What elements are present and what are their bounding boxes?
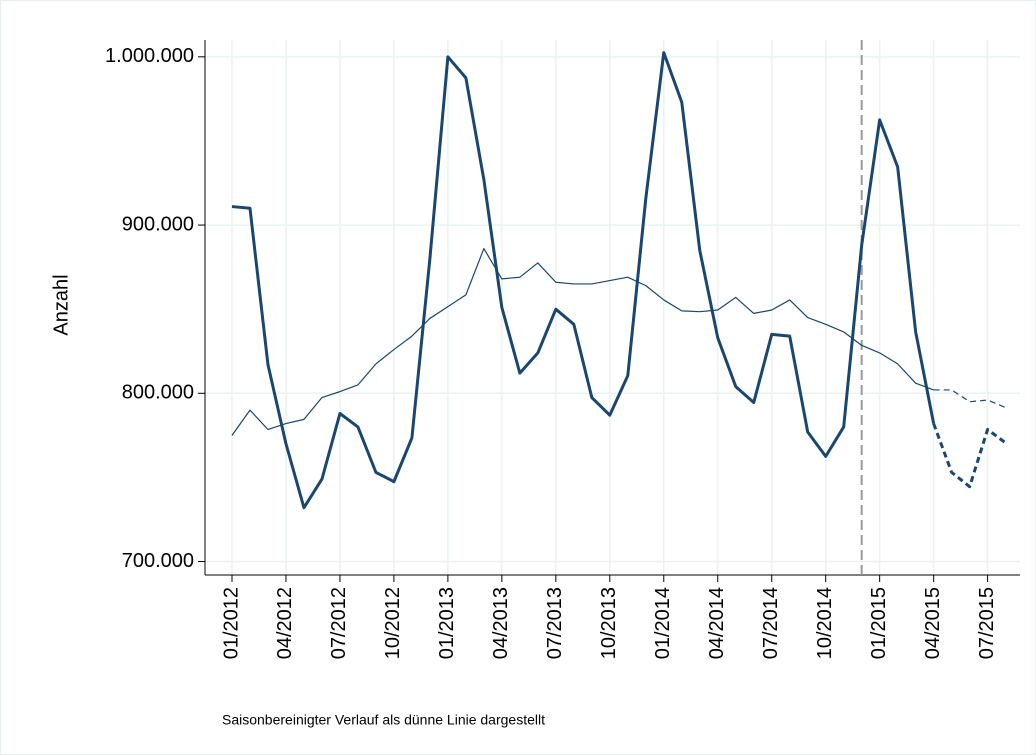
data-line xyxy=(231,248,934,436)
x-tick-label: 04/2014 xyxy=(706,587,728,659)
data-line xyxy=(933,389,1006,409)
x-tick-label: 04/2013 xyxy=(490,587,512,659)
y-tick-label: 700.000 xyxy=(122,550,194,572)
x-tick-label: 01/2014 xyxy=(652,587,674,659)
x-tick-label: 01/2013 xyxy=(436,587,458,659)
x-tick-label: 07/2012 xyxy=(328,587,350,659)
data-line xyxy=(932,423,1007,489)
y-tick-label: 1.000.000 xyxy=(105,45,194,67)
x-tick-label: 10/2014 xyxy=(814,587,836,659)
x-tick-label: 04/2015 xyxy=(922,587,944,659)
data-line xyxy=(231,51,936,510)
x-tick-label: 07/2013 xyxy=(544,587,566,659)
x-tick-label: 10/2013 xyxy=(598,587,620,659)
x-tick-label: 07/2015 xyxy=(976,587,998,659)
x-tick-label: 01/2015 xyxy=(868,587,890,659)
x-tick-label: 10/2012 xyxy=(382,587,404,659)
x-tick-label: 01/2012 xyxy=(220,587,242,659)
y-axis-label: Anzahl xyxy=(50,274,72,335)
y-tick-label: 800.000 xyxy=(122,382,194,404)
y-tick-label: 900.000 xyxy=(122,213,194,235)
x-tick-label: 04/2012 xyxy=(274,587,296,659)
note: Saisonbereinigter Verlauf als dünne Lini… xyxy=(222,712,545,728)
x-tick-label: 07/2014 xyxy=(760,587,782,659)
